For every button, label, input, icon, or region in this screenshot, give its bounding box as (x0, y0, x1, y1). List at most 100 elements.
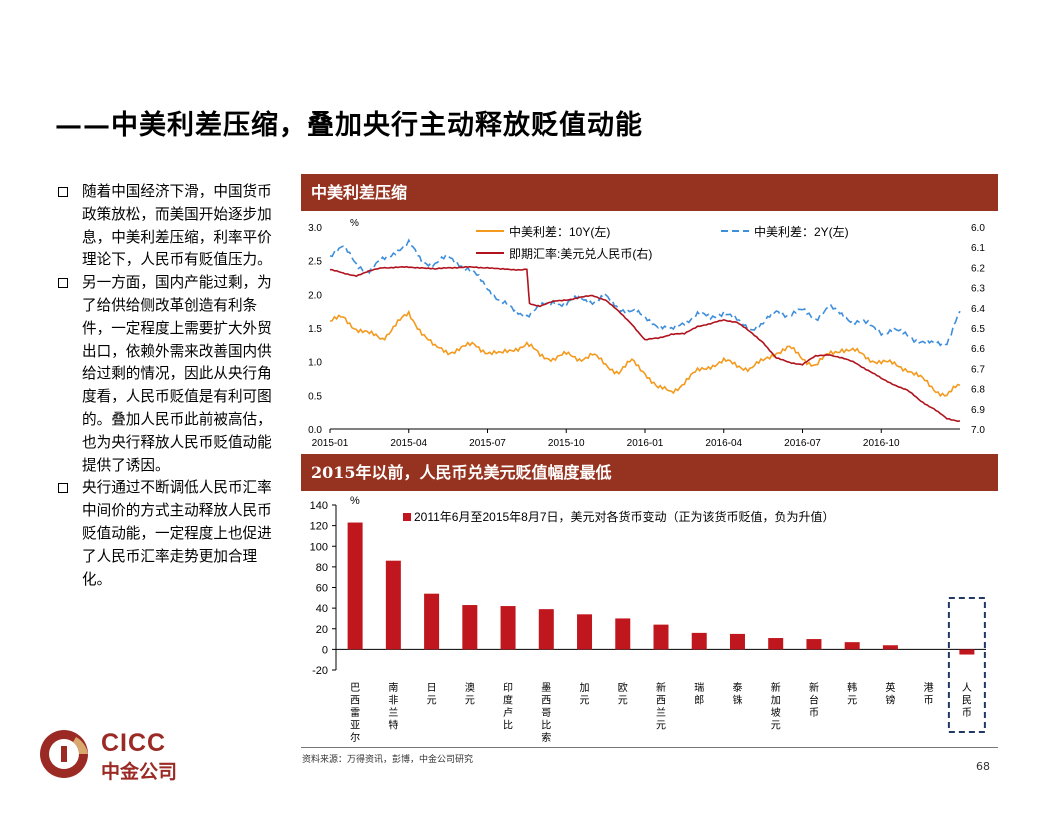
category-label: 印度卢比 (503, 682, 513, 732)
y-unit-label: % (350, 218, 359, 229)
panel1-header: 中美利差压缩 (301, 174, 998, 211)
y-right-tick-label: 6.6 (971, 344, 985, 355)
y-left-tick-label: 3.0 (308, 223, 322, 234)
y-tick-label: 60 (316, 583, 328, 595)
x-tick-label: 2015-07 (469, 438, 506, 449)
category-label: 英镑 (885, 681, 895, 707)
category-label: 新加坡元 (771, 681, 781, 732)
y-right-tick-label: 6.2 (971, 263, 985, 274)
y-tick-label: 20 (316, 624, 328, 636)
y-left-tick-label: 2.5 (308, 257, 322, 268)
spread-line-chart: 2015-01 2015-04 2015-07 2015-10 2016-01 2016-… (308, 218, 985, 449)
square-bullet-icon (58, 187, 68, 197)
footer-divider (301, 747, 998, 748)
bar (424, 593, 440, 650)
square-bullet-icon (58, 278, 68, 289)
source-note: 资料来源：万得资讯，彭博，中金公司研究 (302, 755, 474, 765)
series-line (329, 238, 961, 347)
legend-label: 中美利差：10Y(左) (509, 224, 610, 239)
x-tick-label: 2015-01 (312, 438, 349, 449)
category-label: 韩元 (847, 681, 857, 707)
y-tick-label: 0 (322, 644, 328, 656)
y-right-tick-label: 6.8 (971, 385, 985, 396)
bar (729, 633, 745, 650)
series-line (329, 309, 961, 398)
panel2-header: 2015年以前，人民币兑美元贬值幅度最低 (301, 454, 998, 491)
bar (691, 632, 707, 650)
bar (959, 649, 975, 655)
y-tick-label: 80 (316, 562, 328, 574)
y-right-tick-label: 6.7 (971, 364, 985, 375)
y-right-tick-label: 7.0 (971, 425, 985, 436)
bar (347, 522, 363, 650)
y-tick-label: 40 (316, 603, 328, 615)
x-tick-label: 2016-10 (863, 438, 900, 449)
y-right-tick-label: 6.0 (971, 223, 985, 234)
x-tick-label: 2016-01 (627, 438, 664, 449)
y-left-tick-label: 0.5 (308, 391, 322, 402)
category-label: 瑞郎 (694, 682, 704, 707)
legend-label: 中美利差：2Y(左) (754, 224, 849, 239)
x-tick-label: 2016-07 (784, 438, 821, 449)
currency-bar-chart: -20 0 20 40 60 80 100 120 140 % 巴西雷亚尔 南非兰特 日元 澳元 印度卢比 墨… (310, 495, 986, 744)
legend-swatch (403, 513, 411, 521)
category-label: 新台币 (809, 681, 819, 719)
bar (385, 560, 401, 650)
legend-label: 即期汇率:美元兑人民币(右) (509, 246, 652, 261)
y-right-tick-label: 6.1 (971, 243, 985, 254)
category-label: 日元 (427, 683, 437, 707)
category-label: 新西兰元 (656, 681, 666, 732)
y-left-tick-label: 0.0 (308, 425, 322, 436)
logo-text-en: CICC (101, 729, 167, 757)
category-label: 人民币 (962, 682, 972, 719)
x-tick-label: 2016-04 (705, 438, 742, 449)
bar (500, 606, 516, 650)
y-right-tick-label: 6.4 (971, 304, 985, 315)
bar (577, 614, 593, 650)
y-right-tick-label: 6.5 (971, 324, 985, 335)
page-title: ——中美利差压缩，叠加央行主动释放贬值动能 (55, 110, 643, 141)
bullet-item: 央行通过不断调低人民币汇率中间价的方式主动释放人民币贬值动能，一定程度上也促进了… (58, 477, 283, 591)
x-tick-label: 2015-04 (390, 438, 427, 449)
y-left-tick-label: 1.5 (308, 324, 322, 335)
y-tick-label: 140 (310, 500, 328, 512)
category-label: 澳元 (465, 681, 475, 707)
cicc-logo-icon (40, 730, 88, 778)
bar (844, 642, 860, 650)
category-label: 巴西雷亚尔 (350, 682, 360, 744)
y-unit-label: % (350, 495, 360, 507)
category-label: 港币 (924, 682, 934, 707)
bullet-item: 另一方面，国内产能过剩，为了给供给侧改革创造有利条件，一定程度上需要扩大外贸出口… (58, 272, 283, 477)
bar (806, 639, 822, 650)
category-label: 加元 (580, 682, 590, 707)
legend-label: 2011年6月至2015年8月7日，美元对各货币变动（正为该货币贬值，负为升值） (414, 509, 835, 524)
y-tick-label: 100 (310, 541, 328, 553)
bar (653, 624, 669, 650)
y-tick-label: -20 (312, 665, 328, 677)
highlight-box (947, 597, 986, 733)
y-right-tick-label: 6.9 (971, 405, 985, 416)
x-tick-label: 2015-10 (548, 438, 585, 449)
bullet-list: 随着中国经济下滑，中国货币政策放松，而美国开始逐步加息，中美利差压缩，利率平价理… (58, 181, 283, 591)
y-left-tick-label: 1.0 (308, 358, 322, 369)
bar (615, 618, 631, 650)
y-left-tick-label: 2.0 (308, 290, 322, 301)
bar (538, 609, 554, 650)
bar (768, 638, 784, 650)
bullet-text: 随着中国经济下滑，中国货币政策放松，而美国开始逐步加息，中美利差压缩，利率平价理… (82, 183, 272, 269)
category-label: 南非兰特 (388, 681, 398, 732)
bullet-text: 另一方面，国内产能过剩，为了给供给侧改革创造有利条件，一定程度上需要扩大外贸出口… (82, 274, 272, 474)
category-label: 欧元 (618, 682, 628, 707)
category-label: 墨西哥比索 (541, 682, 551, 744)
y-right-tick-label: 6.3 (971, 284, 985, 295)
logo-text-cn: 中金公司 (101, 761, 178, 783)
bullet-item: 随着中国经济下滑，中国货币政策放松，而美国开始逐步加息，中美利差压缩，利率平价理… (58, 181, 283, 272)
page-number: 68 (976, 760, 990, 773)
category-label: 泰铢 (732, 681, 742, 707)
bullet-text: 央行通过不断调低人民币汇率中间价的方式主动释放人民币贬值动能，一定程度上也促进了… (82, 479, 272, 588)
bar (462, 605, 478, 650)
y-tick-label: 120 (310, 521, 328, 533)
bar (882, 645, 898, 650)
square-bullet-icon (58, 483, 68, 494)
series-line (330, 265, 961, 423)
